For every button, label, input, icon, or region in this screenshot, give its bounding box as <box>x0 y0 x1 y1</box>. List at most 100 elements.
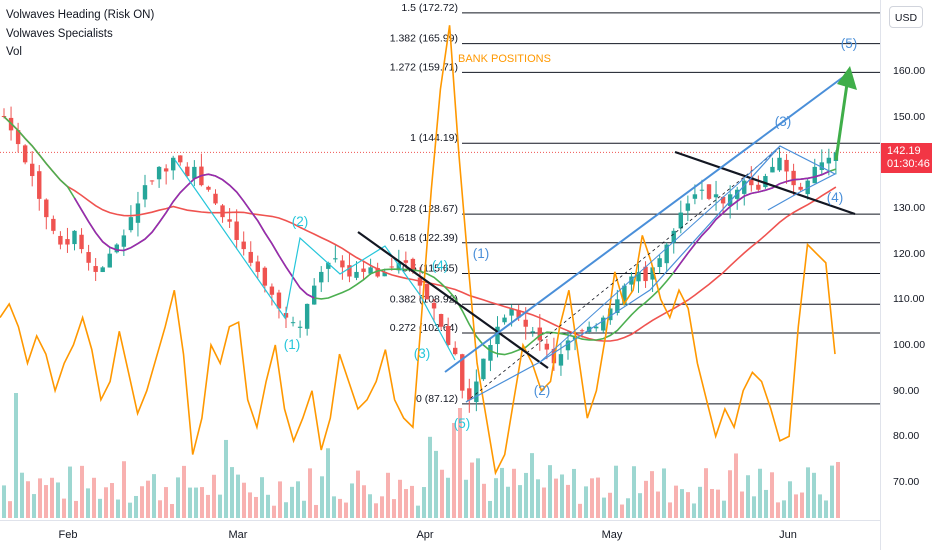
volume-bar <box>482 483 486 518</box>
volume-bar <box>692 503 696 518</box>
price-tick-label: 100.00 <box>893 339 926 351</box>
volume-bar <box>494 478 498 518</box>
volume-bar <box>704 468 708 518</box>
candlesticks <box>1 106 839 413</box>
volume-bar <box>206 494 210 518</box>
fib-level-label: 1.5 (172.72) <box>401 2 458 14</box>
volume-bar <box>104 487 108 518</box>
chart-plot-area[interactable]: 1.5 (172.72) 1.382 (165.99) 1.272 (159.71)… <box>0 0 880 520</box>
volume-bar <box>602 497 606 518</box>
volume-bar <box>674 485 678 518</box>
volume-bar <box>824 500 828 518</box>
wave-label: (3) <box>414 346 431 361</box>
candle-body <box>403 260 409 263</box>
candle-body <box>185 166 190 177</box>
candle-body <box>15 130 21 145</box>
volume-bar <box>608 492 612 518</box>
volume-bar <box>644 480 648 518</box>
volume-bar <box>80 465 84 518</box>
volume-bar <box>266 494 270 518</box>
fib-level-label: 1 (144.19) <box>410 132 458 144</box>
volume-bar <box>680 489 684 518</box>
volume-bar <box>410 485 414 518</box>
legend-vol[interactable]: Vol <box>6 46 22 58</box>
time-tick-label: Mar <box>228 529 248 541</box>
volume-bar <box>62 498 66 518</box>
price-chart[interactable]: 1.5 (172.72) 1.382 (165.99) 1.272 (159.71)… <box>0 0 880 520</box>
volume-bar <box>734 453 738 518</box>
volume-bar <box>242 482 246 518</box>
volume-bar <box>632 466 636 518</box>
volume-bar <box>254 496 258 518</box>
volume-bar <box>728 470 732 518</box>
volume-bar <box>620 504 624 518</box>
candle-body <box>615 299 620 313</box>
volume-bar <box>656 491 660 518</box>
candle-body <box>220 205 225 218</box>
time-axis[interactable]: Feb Mar Apr May Jun <box>0 520 880 551</box>
candle-body <box>812 166 817 184</box>
candle-body <box>735 189 740 199</box>
volume-bar <box>248 492 252 518</box>
candle-body <box>495 326 500 345</box>
candle-body <box>819 162 824 171</box>
candle-body <box>777 157 782 171</box>
candle-body <box>445 325 451 345</box>
fib-level-label: 0.382 (108.92) <box>390 293 458 305</box>
candle-body <box>319 271 324 283</box>
volume-bar <box>392 499 396 518</box>
volume-bar <box>356 470 360 518</box>
candle-body <box>178 155 183 163</box>
candle-body <box>241 241 246 250</box>
candle-body <box>706 184 712 199</box>
candle-body <box>79 234 84 250</box>
volume-bar <box>572 468 576 518</box>
wave-label: (1) <box>284 337 301 352</box>
last-price-tag: 142.19 01:30:46 <box>881 143 932 174</box>
volume-bar <box>284 502 288 518</box>
price-tick-label: 70.00 <box>893 476 920 488</box>
volume-bar <box>560 474 564 518</box>
candle-body <box>699 189 705 191</box>
candle-body <box>509 308 514 316</box>
volume-bar <box>158 500 162 518</box>
candle-body <box>65 239 70 245</box>
legend-volwaves-heading[interactable]: Volwaves Heading (Risk ON) <box>6 9 155 21</box>
candle-body <box>650 267 655 280</box>
volume-bar <box>818 494 822 518</box>
volume-bar <box>800 492 804 518</box>
time-tick-label: Jun <box>779 529 797 541</box>
wave-label: (5) <box>841 36 858 51</box>
target-arrow-head <box>837 66 857 90</box>
volume-bar <box>698 486 702 518</box>
candle-body <box>290 322 296 324</box>
volume-bar <box>548 465 552 518</box>
candle-body <box>502 317 507 323</box>
candle-body <box>206 186 211 190</box>
volume-bar <box>626 498 630 518</box>
wave-label: (4) <box>432 258 449 273</box>
volume-bar <box>302 500 306 518</box>
volume-bar <box>638 493 642 518</box>
volume-bar <box>26 481 30 518</box>
volume-bar <box>146 480 150 518</box>
candle-body <box>685 203 691 211</box>
volume-bar <box>92 477 96 518</box>
volume-bar <box>200 487 204 518</box>
wave-label: (3) <box>775 114 792 129</box>
candle-body <box>537 327 542 341</box>
currency-selector[interactable]: USD <box>889 6 923 28</box>
time-tick-label: May <box>601 529 623 541</box>
volume-bar <box>386 472 390 518</box>
volume-bar <box>398 479 402 518</box>
volume-bar <box>746 475 750 518</box>
price-axis[interactable]: USD 160.00150.00140.00130.00120.00110.00… <box>880 0 932 550</box>
volume-bar <box>812 472 816 518</box>
candle-body <box>713 194 719 198</box>
volume-bar <box>758 468 762 518</box>
fib-level-label: 0.5 (115.65) <box>402 263 458 275</box>
legend-volwaves-specialists[interactable]: Volwaves Specialists <box>6 27 113 40</box>
time-tick-label: Feb <box>58 529 78 541</box>
volume-bar <box>38 478 42 518</box>
volume-bar <box>530 453 534 518</box>
